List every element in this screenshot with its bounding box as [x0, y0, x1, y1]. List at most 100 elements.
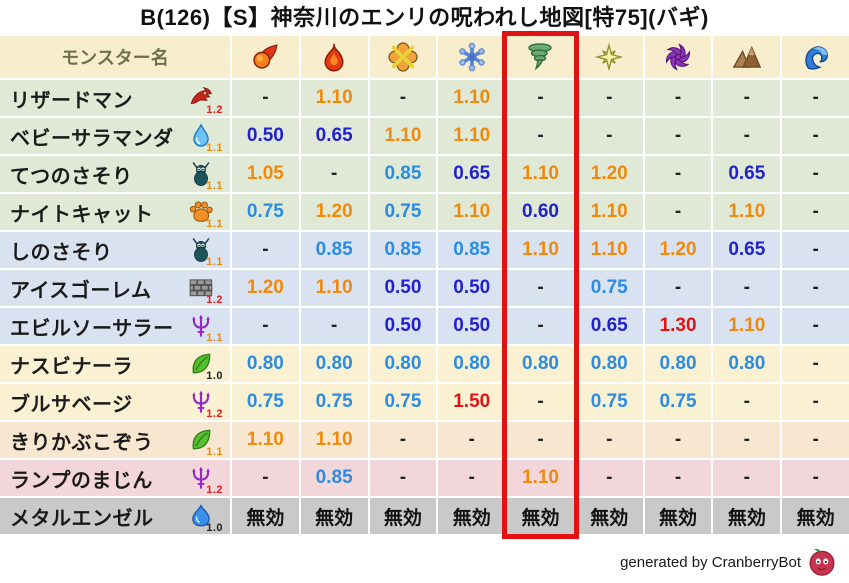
- hp-multiplier: 1.2: [206, 408, 223, 420]
- value-cell-hyado: 1.10: [438, 194, 506, 230]
- value-cell-gira: 0.85: [300, 460, 368, 496]
- value-cell-mera: 無効: [232, 498, 299, 534]
- water-drop-icon: 1.1: [188, 123, 223, 154]
- monster-row-name: てつのさそり 1.1: [0, 156, 230, 192]
- value-cell-mera: 0.50: [232, 118, 299, 154]
- value-cell-hyado: -: [438, 460, 506, 496]
- monster-row-name: しのさそり 1.1: [0, 232, 230, 268]
- value-cell-gira: 1.10: [300, 80, 368, 116]
- column-header-earth-mountain-icon: [713, 36, 781, 78]
- value-cell-doruma: 無効: [644, 498, 712, 534]
- value-cell-mera: 1.05: [232, 156, 299, 192]
- monster-name: ランプのまじん: [10, 469, 153, 492]
- resistance-table: モンスター名 リザードマン 1.2-1.10-1.10- - - - - ベビーサラマンダ 1…: [0, 36, 849, 534]
- monster-name: エビルソーサラー: [10, 317, 174, 340]
- value-cell-earth: 0.80: [713, 346, 781, 382]
- value-cell-hyado: -: [438, 422, 506, 458]
- value-cell-bagi: 0.80: [507, 346, 574, 382]
- value-cell-water: -: [782, 118, 849, 154]
- value-cell-doruma: 1.30: [644, 308, 712, 344]
- monster-row-name: ベビーサラマンダ 1.1: [0, 118, 230, 154]
- monster-name: ナイトキャット: [10, 203, 154, 226]
- value-cell-doruma: 0.75: [644, 384, 712, 420]
- monster-name: メタルエンゼル: [10, 507, 154, 530]
- value-cell-bagi: 1.10: [507, 232, 574, 268]
- value-cell-hyado: 0.65: [438, 156, 506, 192]
- value-cell-dein: -: [575, 80, 643, 116]
- value-cell-water: -: [782, 270, 849, 306]
- value-cell-earth: 1.10: [713, 308, 781, 344]
- value-cell-earth: -: [713, 118, 781, 154]
- value-cell-dein: 1.10: [575, 194, 643, 230]
- value-cell-io: 0.75: [369, 194, 437, 230]
- monster-name: きりかぶこぞう: [10, 431, 154, 454]
- value-cell-gira: 0.80: [300, 346, 368, 382]
- value-cell-water: -: [782, 80, 849, 116]
- value-cell-bagi: -: [507, 270, 574, 306]
- value-cell-mera: 0.75: [232, 384, 299, 420]
- hp-multiplier: 1.2: [206, 294, 223, 306]
- value-cell-doruma: -: [644, 270, 712, 306]
- column-header-bagi-tornado-icon: [507, 36, 574, 78]
- value-cell-water: -: [782, 384, 849, 420]
- value-cell-bagi: -: [507, 118, 574, 154]
- monster-row-name: アイスゴーレム 1.2: [0, 270, 230, 306]
- brick-icon: 1.2: [188, 275, 223, 306]
- value-cell-io: 0.80: [369, 346, 437, 382]
- hp-multiplier: 1.0: [206, 370, 223, 382]
- value-cell-io: 0.85: [369, 232, 437, 268]
- value-cell-bagi: -: [507, 422, 574, 458]
- value-cell-mera: -: [232, 80, 299, 116]
- value-cell-earth: -: [713, 270, 781, 306]
- value-cell-mera: 0.75: [232, 194, 299, 230]
- value-cell-dein: 0.75: [575, 270, 643, 306]
- monster-row-name: エビルソーサラー 1.1: [0, 308, 230, 344]
- value-cell-hyado: 1.10: [438, 118, 506, 154]
- value-cell-earth: -: [713, 460, 781, 496]
- value-cell-dein: 0.80: [575, 346, 643, 382]
- paw-icon: 1.1: [188, 199, 223, 230]
- monster-name: しのさそり: [10, 241, 113, 264]
- monster-name: てつのさそり: [10, 165, 133, 188]
- value-cell-water: -: [782, 308, 849, 344]
- trident-icon: 1.1: [188, 313, 223, 344]
- value-cell-water: -: [782, 194, 849, 230]
- value-cell-io: 無効: [369, 498, 437, 534]
- value-cell-bagi: 0.60: [507, 194, 574, 230]
- value-cell-io: 0.50: [369, 270, 437, 306]
- monster-row-name: ナスビナーラ 1.0: [0, 346, 230, 382]
- value-cell-mera: -: [232, 308, 299, 344]
- value-cell-doruma: 0.80: [644, 346, 712, 382]
- value-cell-dein: -: [575, 118, 643, 154]
- monster-row-name: ランプのまじん 1.2: [0, 460, 230, 496]
- column-header-io-explosion-icon: [369, 36, 437, 78]
- hp-multiplier: 1.1: [206, 218, 223, 230]
- hp-multiplier: 1.1: [206, 256, 223, 268]
- monster-row-name: ブルサベージ 1.2: [0, 384, 230, 420]
- value-cell-bagi: 1.10: [507, 156, 574, 192]
- monster-name: アイスゴーレム: [10, 279, 152, 302]
- value-cell-mera: -: [232, 460, 299, 496]
- value-cell-gira: 1.10: [300, 270, 368, 306]
- hp-multiplier: 1.2: [206, 104, 223, 116]
- column-header-doruma-pinwheel-icon: [644, 36, 712, 78]
- value-cell-doruma: -: [644, 460, 712, 496]
- value-cell-gira: -: [300, 308, 368, 344]
- page-title: B(126)【S】神奈川のエンリの呪われし地図[特75](バギ): [140, 5, 709, 30]
- value-cell-doruma: -: [644, 194, 712, 230]
- value-cell-io: 0.50: [369, 308, 437, 344]
- value-cell-bagi: 1.10: [507, 460, 574, 496]
- value-cell-water: -: [782, 422, 849, 458]
- value-cell-water: -: [782, 460, 849, 496]
- monster-name: ブルサベージ: [10, 393, 133, 416]
- hp-multiplier: 1.1: [206, 142, 223, 154]
- value-cell-bagi: 無効: [507, 498, 574, 534]
- value-cell-water: -: [782, 232, 849, 268]
- slime-icon: 1.0: [188, 503, 223, 534]
- column-header-mera-fireball-icon: [232, 36, 299, 78]
- value-cell-hyado: 無効: [438, 498, 506, 534]
- value-cell-dein: 1.10: [575, 232, 643, 268]
- value-cell-earth: 0.65: [713, 232, 781, 268]
- monster-name: ナスビナーラ: [10, 355, 133, 378]
- monster-row-name: ナイトキャット 1.1: [0, 194, 230, 230]
